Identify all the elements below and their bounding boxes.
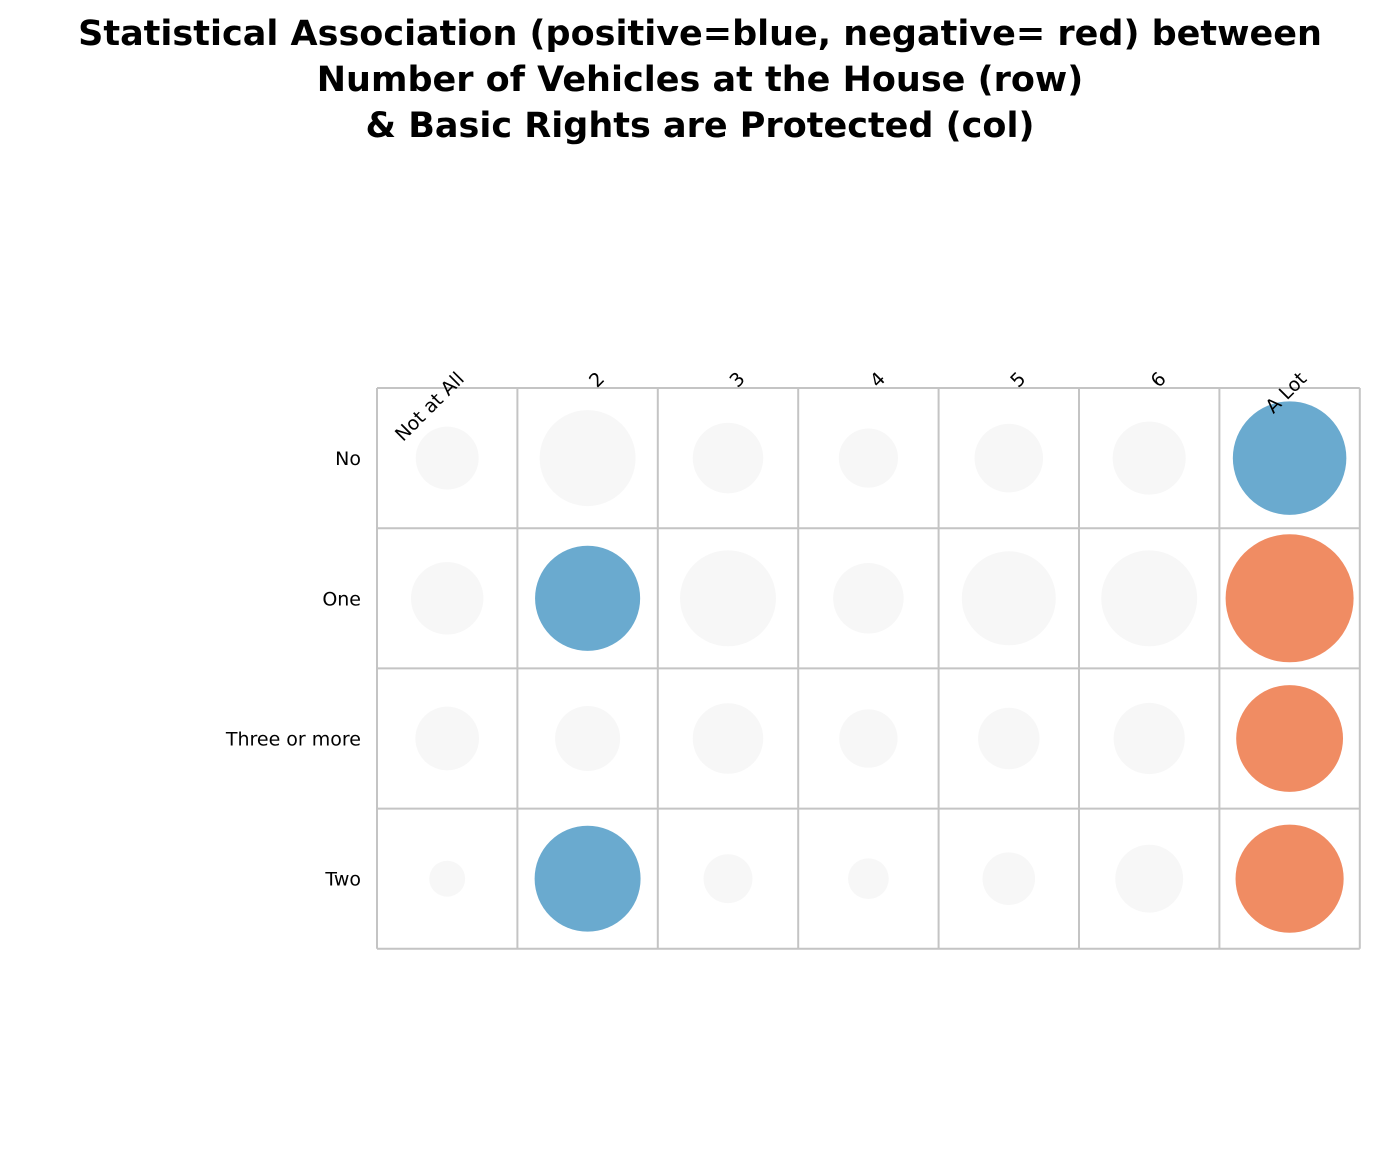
cell-circle-1-5 [1101, 550, 1198, 647]
cell-circle-3-6 [1235, 824, 1344, 933]
row-label-0: No [335, 448, 361, 470]
chart-title-line-3: & Basic Rights are Protected (col) [366, 106, 1035, 146]
chart-title-line-1: Statistical Association (positive=blue, … [78, 14, 1322, 54]
row-labels: No One Three or more Two [225, 448, 361, 891]
cell-circle-0-3 [838, 428, 898, 488]
chart-title: Statistical Association (positive=blue, … [78, 14, 1322, 146]
cell-circle-0-4 [974, 423, 1044, 493]
chart-grid [376, 387, 1361, 950]
cell-circle-3-4 [982, 852, 1036, 905]
cell-circle-2-6 [1236, 685, 1344, 792]
cell-circle-3-3 [848, 858, 889, 900]
cell-circle-1-3 [833, 563, 904, 634]
cell-circle-3-5 [1115, 844, 1184, 913]
cell-circle-0-1 [539, 410, 636, 507]
cell-circle-2-0 [415, 706, 480, 771]
cell-circle-2-3 [839, 709, 898, 768]
cell-circle-3-2 [703, 854, 753, 904]
cell-circle-3-1 [534, 825, 641, 932]
cell-circle-0-6 [1232, 401, 1347, 515]
cell-circle-1-1 [535, 545, 641, 651]
cell-circle-2-4 [978, 707, 1040, 770]
row-label-2: Three or more [225, 729, 361, 751]
cell-circle-2-1 [555, 705, 621, 772]
cell-circle-1-6 [1225, 534, 1354, 663]
cell-circle-1-0 [410, 562, 484, 635]
cell-circle-2-2 [692, 703, 764, 774]
row-label-3: Two [324, 869, 361, 891]
row-label-1: One [322, 588, 361, 610]
cell-circle-0-0 [415, 426, 479, 490]
cell-circle-2-5 [1113, 702, 1185, 775]
cell-circle-1-2 [680, 550, 776, 647]
cell-circle-3-0 [429, 860, 466, 897]
chart-circles [410, 401, 1354, 933]
cell-circle-1-4 [961, 551, 1056, 646]
cell-circle-0-5 [1112, 421, 1186, 495]
cell-circle-0-2 [692, 422, 764, 494]
chart-title-line-2: Number of Vehicles at the House (row) [317, 60, 1083, 100]
